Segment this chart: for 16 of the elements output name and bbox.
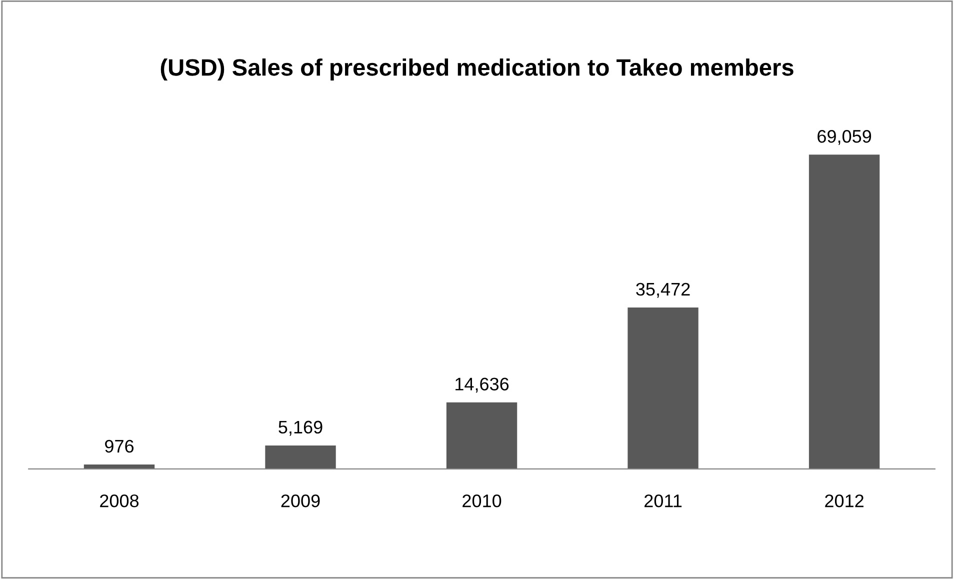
bar — [84, 464, 155, 469]
data-label: 35,472 — [636, 282, 690, 298]
data-label: 5,169 — [278, 420, 322, 436]
data-label: 14,636 — [456, 378, 509, 393]
bar — [628, 308, 698, 469]
bar — [808, 154, 880, 469]
x-tick-label: 2012 — [825, 494, 864, 508]
x-tick-label: 2009 — [281, 494, 320, 508]
bar — [446, 402, 518, 469]
x-tick-label: 2010 — [462, 494, 502, 508]
x-tick-label: 2008 — [100, 494, 139, 508]
x-tick-label: 2011 — [644, 494, 682, 508]
data-label: 976 — [105, 440, 134, 453]
chart-title: (USD) Sales of prescribed medication to Takeo members — [160, 58, 794, 80]
bar — [265, 445, 336, 469]
data-label: 69,059 — [818, 130, 872, 145]
